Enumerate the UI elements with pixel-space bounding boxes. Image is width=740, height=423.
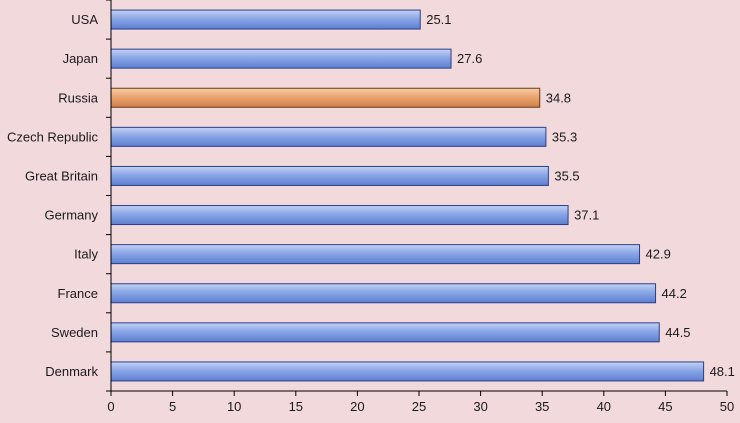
x-tick-label-35: 35: [535, 399, 549, 414]
value-label-sweden: 44.5: [665, 325, 690, 340]
category-label-usa: USA: [71, 12, 98, 27]
value-label-russia: 34.8: [546, 90, 571, 105]
value-label-france: 44.2: [662, 286, 687, 301]
value-label-usa: 25.1: [426, 12, 451, 27]
category-label-sweden: Sweden: [51, 325, 98, 340]
category-label-germany: Germany: [45, 208, 99, 223]
category-label-denmark: Denmark: [45, 364, 98, 379]
x-tick-label-15: 15: [289, 399, 303, 414]
x-tick-label-25: 25: [412, 399, 426, 414]
category-label-japan: Japan: [63, 51, 98, 66]
bar-germany: [110, 205, 569, 226]
x-tick-label-30: 30: [473, 399, 487, 414]
x-tick-label-10: 10: [227, 399, 241, 414]
bar-great-britain: [110, 165, 549, 186]
bar-japan: [110, 48, 452, 69]
value-label-italy: 42.9: [646, 247, 671, 262]
value-label-great-britain: 35.5: [554, 168, 579, 183]
value-label-japan: 27.6: [457, 51, 482, 66]
category-label-great-britain: Great Britain: [25, 168, 98, 183]
x-tick-label-20: 20: [350, 399, 364, 414]
x-tick-label-5: 5: [169, 399, 176, 414]
bar-italy: [110, 244, 641, 265]
bar-denmark: [110, 361, 705, 382]
x-tick-label-0: 0: [107, 399, 114, 414]
value-label-czech-republic: 35.3: [552, 129, 577, 144]
bar-france: [110, 283, 657, 304]
x-tick-label-50: 50: [720, 399, 734, 414]
category-label-russia: Russia: [58, 90, 99, 105]
bar-russia: [110, 87, 541, 108]
category-label-czech-republic: Czech Republic: [7, 129, 99, 144]
x-tick-label-40: 40: [597, 399, 611, 414]
bar-usa: [110, 9, 421, 30]
value-label-germany: 37.1: [574, 208, 599, 223]
bar-czech-republic: [110, 126, 547, 147]
bar-sweden: [110, 322, 660, 343]
category-label-france: France: [58, 286, 98, 301]
value-label-denmark: 48.1: [710, 364, 735, 379]
category-label-italy: Italy: [74, 247, 98, 262]
x-tick-label-45: 45: [658, 399, 672, 414]
